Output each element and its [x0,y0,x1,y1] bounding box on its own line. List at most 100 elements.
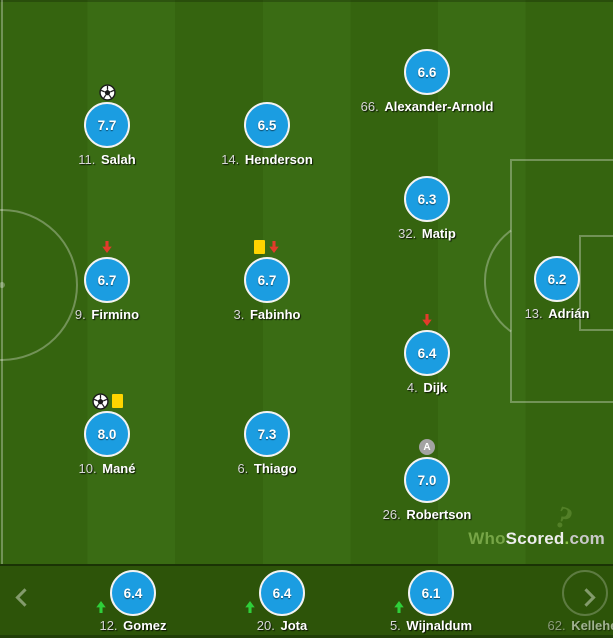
player-name: Wijnaldum [406,618,473,633]
player-label: 3. Fabinho [182,308,352,322]
player-number: 14. [221,152,240,167]
logo-who: Who [468,529,506,548]
rating-circle[interactable] [562,570,608,616]
yellow-card-icon [111,394,123,408]
sub-on-icon [393,599,405,620]
player-name: Kelleher [571,618,613,633]
player-badges [182,237,352,257]
player-marker[interactable]: 8.0 10. Mané [22,391,192,476]
top-edge-divider [0,0,613,2]
rating-value: 6.2 [547,271,567,287]
player-number: 5. [389,618,401,633]
rating-value: 6.1 [421,585,441,601]
sub-on-icon [95,599,107,620]
player-label: 14. Henderson [182,153,352,167]
substitutes-bar [0,564,613,638]
player-label: 5. Wijnaldum [346,619,516,633]
player-marker[interactable]: 6.5 14. Henderson [182,82,352,167]
player-badges [182,391,352,411]
player-name: Salah [101,152,136,167]
player-label: 12. Gomez [48,619,218,633]
rating-value: 6.3 [417,191,437,207]
player-marker[interactable]: 6.7 9. Firmino [22,237,192,322]
player-badges: A [342,437,512,457]
player-badges [342,156,512,176]
sub-off-icon [101,239,113,255]
player-number: 6. [237,461,249,476]
player-label: 9. Firmino [22,308,192,322]
goal-icon [91,392,109,410]
rating-circle[interactable]: 7.3 [244,411,290,457]
player-number: 9. [74,307,86,322]
rating-circle[interactable]: 6.6 [404,49,450,95]
rating-value: 7.7 [97,117,117,133]
rating-value: 7.3 [257,426,277,442]
player-marker[interactable]: 6.3 32. Matip [342,156,512,241]
rating-circle[interactable]: 6.5 [244,102,290,148]
center-circle [0,209,78,361]
player-label: 66. Alexander-Arnold [342,100,512,114]
assist-icon: A [419,439,435,455]
player-label: 32. Matip [342,227,512,241]
rating-value: 6.7 [97,272,117,288]
rating-circle[interactable]: 6.3 [404,176,450,222]
player-number: 10. [78,461,97,476]
rating-circle[interactable]: 7.7 [84,102,130,148]
rating-value: 6.4 [417,345,437,361]
rating-circle[interactable]: 6.1 [408,570,454,616]
sub-on-icon [244,599,256,620]
player-marker[interactable]: 6.4 4. Dijk [342,310,512,395]
player-name: Fabinho [249,307,301,322]
player-number: 13. [524,306,543,321]
rating-circle[interactable]: 6.4 [404,330,450,376]
rating-circle[interactable]: 6.7 [244,257,290,303]
player-marker[interactable]: 7.7 11. Salah [22,82,192,167]
player-marker[interactable]: 7.3 6. Thiago [182,391,352,476]
player-name: Thiago [253,461,297,476]
penalty-box [510,159,613,403]
player-badges [22,82,192,102]
player-marker[interactable]: 6.6 66. Alexander-Arnold [342,29,512,114]
bench-player-marker[interactable]: 62. Kelleher [500,570,613,633]
pitch-markings [0,0,613,564]
player-name: Adrián [548,306,590,321]
rating-circle[interactable]: 7.0 [404,457,450,503]
player-badges [22,391,192,411]
rating-circle[interactable]: 8.0 [84,411,130,457]
rating-circle[interactable]: 6.4 [110,570,156,616]
player-badges [22,237,192,257]
rating-value: 8.0 [97,426,117,442]
player-label: 10. Mané [22,462,192,476]
player-number: 4. [406,380,418,395]
rating-value: 7.0 [417,472,437,488]
player-badges [342,310,512,330]
logo-com: com [569,529,605,548]
player-number: 26. [382,507,401,522]
player-number: 12. [99,618,118,633]
six-yard-box [579,235,613,331]
whoscored-logo-text: WhoScored.com [468,529,605,548]
player-marker[interactable]: 6.7 3. Fabinho [182,237,352,322]
sub-off-icon [421,312,433,328]
player-marker[interactable]: A 7.0 26. Robertson [342,437,512,522]
player-name: Gomez [123,618,167,633]
sub-off-icon [268,239,280,255]
player-label: 6. Thiago [182,462,352,476]
player-name: Dijk [423,380,448,395]
rating-value: 6.4 [123,585,143,601]
bench-player-marker[interactable]: 6.4 20. Jota [197,570,367,633]
yellow-card-icon [254,240,265,254]
logo-scored: Scored [505,529,565,548]
player-marker[interactable]: 6.2 13. Adrián [472,236,613,321]
rating-circle[interactable]: 6.7 [84,257,130,303]
player-number: 3. [233,307,245,322]
bench-player-marker[interactable]: 6.4 12. Gomez [48,570,218,633]
player-number: 66. [360,99,379,114]
player-number: 11. [78,152,96,167]
player-number: 32. [398,226,417,241]
logo-dot: . [564,529,570,548]
rating-circle[interactable]: 6.4 [259,570,305,616]
rating-circle[interactable]: 6.2 [534,256,580,302]
bench-player-marker[interactable]: 6.1 5. Wijnaldum [346,570,516,633]
